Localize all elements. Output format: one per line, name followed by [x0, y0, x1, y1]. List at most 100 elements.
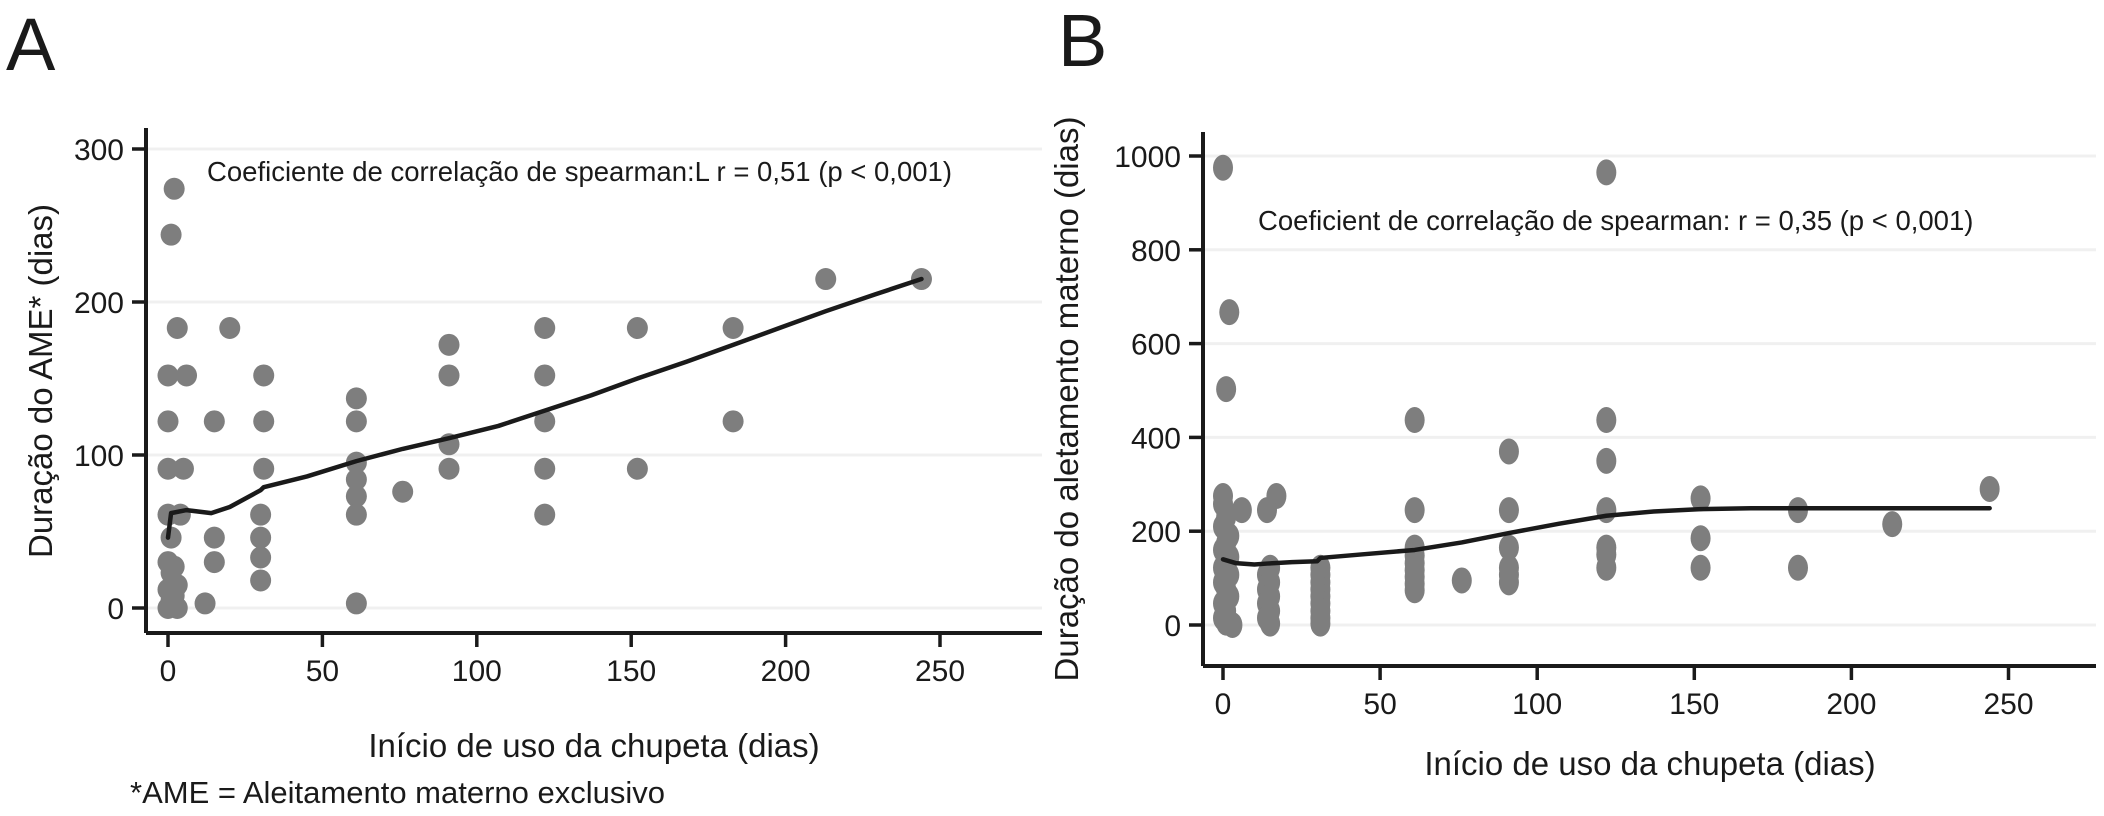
scatter-point: [1690, 554, 1711, 581]
scatter-point: [626, 317, 648, 340]
scatter-point: [345, 387, 367, 410]
scatter-point: [1213, 154, 1233, 181]
scatter-point: [1451, 567, 1472, 594]
scatter-point: [345, 410, 367, 433]
scatter-point: [1404, 577, 1425, 604]
scatter-point: [250, 503, 272, 526]
y-tick-label: 0: [1164, 610, 1181, 643]
trend-line: [1220, 505, 1992, 567]
scatter-point: [722, 410, 744, 433]
panel-a-label: A: [6, 3, 56, 86]
scatter-point: [160, 223, 182, 246]
scatter-point: [1310, 610, 1331, 637]
scatter-point: [1404, 407, 1425, 434]
scatter-point: [194, 592, 216, 615]
scatter-point: [172, 457, 194, 480]
scatter-point: [815, 268, 837, 291]
x-tick-label: 100: [452, 655, 502, 688]
panel-b-y-axis-title: Duração do aletamento materno (dias): [1048, 117, 1085, 682]
scatter-point: [534, 503, 556, 526]
scatter-point: [1498, 497, 1519, 524]
y-tick-label: 200: [74, 287, 124, 320]
scatter-point: [1690, 485, 1711, 512]
scatter-point: [253, 364, 275, 387]
scatter-point: [203, 410, 225, 433]
scatter-point: [345, 503, 367, 526]
y-tick-label: 0: [107, 593, 124, 626]
scatter-point: [1498, 438, 1519, 465]
scatter-point: [534, 364, 556, 387]
panel-b-label: B: [1058, 0, 1107, 82]
scatter-point: [1596, 447, 1617, 474]
scatter-point: [1260, 610, 1281, 637]
scatter-point: [438, 333, 460, 356]
scatter-point: [534, 457, 556, 480]
scatter-point: [345, 468, 367, 491]
scatter-point: [1404, 497, 1425, 524]
scatter-point: [253, 410, 275, 433]
scatter-point: [534, 317, 556, 340]
scatter-point: [1498, 569, 1519, 596]
y-tick-label: 400: [1131, 422, 1181, 455]
scatter-point: [345, 485, 367, 508]
x-tick-label: 50: [1363, 688, 1396, 721]
panel-b-x-axis-title: Início de uso da chupeta (dias): [1424, 745, 1875, 782]
scatter-point: [626, 457, 648, 480]
x-tick-label: 0: [1215, 688, 1232, 721]
scatter-point: [176, 364, 198, 387]
scatter-point: [392, 480, 414, 503]
scatter-point: [438, 364, 460, 387]
scatter-point: [1690, 525, 1711, 552]
scatter-point: [250, 569, 272, 592]
scatter-point: [166, 317, 188, 340]
panel-a-annotation: Coeficiente de correlação de spearman:L …: [207, 156, 952, 187]
y-tick-label: 1000: [1114, 141, 1181, 174]
panel-b-annotation: Coeficient de correlação de spearman: r …: [1258, 205, 1973, 236]
scatter-point: [166, 597, 188, 619]
scatter-point: [157, 364, 179, 387]
scatter-point: [1882, 511, 1903, 538]
scatter-point: [1216, 376, 1237, 403]
scatter-point: [345, 592, 367, 615]
scatter-point: [157, 457, 179, 480]
scatter-point: [1256, 497, 1277, 524]
y-tick-label: 300: [74, 134, 124, 167]
scatter-point: [250, 546, 272, 569]
trend-line: [165, 276, 924, 540]
scatter-point: [1596, 159, 1617, 186]
scatter-point: [203, 551, 225, 574]
scatter-point: [163, 177, 185, 200]
x-tick-label: 200: [1826, 688, 1876, 721]
scatter-point: [219, 317, 241, 340]
x-tick-label: 150: [606, 655, 656, 688]
y-tick-label: 200: [1131, 516, 1181, 549]
scatter-point: [250, 526, 272, 549]
y-tick-label: 600: [1131, 329, 1181, 362]
y-tick-label: 100: [74, 440, 124, 473]
y-tick-label: 800: [1131, 235, 1181, 268]
x-tick-label: 0: [160, 655, 177, 688]
scatter-point: [534, 410, 556, 433]
x-tick-label: 250: [1983, 688, 2033, 721]
x-tick-label: 150: [1669, 688, 1719, 721]
scatter-point: [1787, 554, 1808, 581]
panel-a-x-axis-title: Início de uso da chupeta (dias): [368, 727, 819, 764]
scatter-point: [1979, 475, 2000, 502]
scatter-point: [253, 457, 275, 480]
panel-a-footnote: *AME = Aleitamento materno exclusivo: [130, 775, 665, 810]
scatter-point: [438, 457, 460, 480]
panel-a-y-axis-title: Duração do AME* (dias): [22, 204, 59, 558]
scatter-point: [1498, 534, 1519, 561]
scatter-point: [1219, 299, 1240, 326]
x-tick-label: 250: [915, 655, 965, 688]
scatter-point: [1596, 407, 1617, 434]
scatter-point: [1596, 554, 1617, 581]
scatter-point: [157, 410, 179, 433]
x-tick-label: 100: [1512, 688, 1562, 721]
plot-area: 0 50 100 150 200 250 0 100 200 300 0 50 100 150 200 250…: [74, 128, 2096, 721]
scatter-point: [160, 526, 182, 549]
scatter-point: [1231, 497, 1252, 524]
scatter-point: [1222, 612, 1243, 638]
